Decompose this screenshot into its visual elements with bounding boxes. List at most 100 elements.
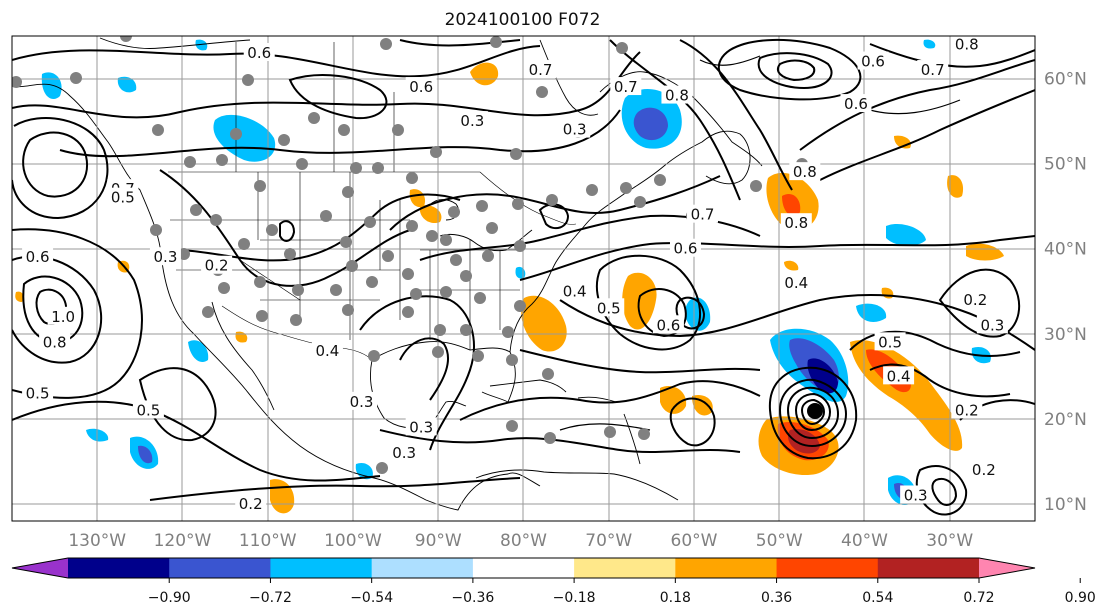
station-dot xyxy=(380,38,392,50)
station-dot xyxy=(402,306,414,318)
contour-label-bg xyxy=(311,340,343,359)
station-dot xyxy=(460,324,472,336)
contour-label-bg xyxy=(388,442,420,461)
contour-label: 0.4 xyxy=(784,274,808,292)
contour-label: 0.6 xyxy=(247,44,271,62)
lon-tick-label: 30°W xyxy=(926,531,973,551)
station-dot xyxy=(474,292,486,304)
contour-line xyxy=(59,109,621,158)
contour-line xyxy=(938,268,1020,338)
contour-label-bg xyxy=(789,162,821,181)
station-dot xyxy=(278,134,290,146)
station-dot xyxy=(330,284,342,296)
contour-label-bg xyxy=(346,391,378,410)
contour-labels: 0.7 0.5 0.6 1.0 0.8 0.5 0.5 0.3 0.2 0.2 0.3 0.4 0.3 0… xyxy=(22,36,1008,513)
contour-line xyxy=(849,330,1021,357)
station-dot xyxy=(490,36,502,48)
colorbar-segment xyxy=(877,558,980,578)
shade-patch xyxy=(355,462,373,480)
contour-line xyxy=(559,423,651,431)
map-title: 2024100100 F072 xyxy=(444,10,601,30)
contour-line xyxy=(869,99,961,115)
station-dot xyxy=(70,72,82,84)
shade-patch xyxy=(419,205,442,224)
station-dot xyxy=(184,156,196,168)
station-dot xyxy=(230,128,242,140)
colorbar-segment xyxy=(371,558,474,578)
lon-tick-label: 110°W xyxy=(239,531,297,551)
contour-line xyxy=(22,275,84,344)
contour-line xyxy=(12,45,541,78)
contour-label: 0.6 xyxy=(409,78,433,96)
station-dot xyxy=(542,368,554,380)
contour-label: 0.4 xyxy=(887,367,911,385)
colorbar-segment xyxy=(270,558,373,578)
contour-label: 0.3 xyxy=(904,486,928,504)
station-dot xyxy=(460,270,472,282)
station-dot xyxy=(406,172,418,184)
contour-label: 0.3 xyxy=(392,444,416,462)
colorbar-segment xyxy=(68,558,170,578)
shade-patch xyxy=(195,39,208,51)
station-dot xyxy=(216,154,228,166)
contour-lines xyxy=(12,38,1035,516)
station-dot xyxy=(402,268,414,280)
coast-pacific xyxy=(12,83,541,511)
contour-line xyxy=(149,477,521,501)
colorbar-tick-label: −0.36 xyxy=(451,590,494,606)
contour-label-bg xyxy=(39,332,71,351)
station-dot xyxy=(502,326,514,338)
colorbar-tick-label: 0.54 xyxy=(862,590,893,606)
contour-label: 0.5 xyxy=(26,384,50,402)
cuba xyxy=(489,379,567,393)
station-dot xyxy=(638,428,650,440)
station-dot xyxy=(342,304,354,316)
contour-label-bg xyxy=(559,281,591,300)
contour-label-bg xyxy=(959,289,991,308)
contour-label-bg xyxy=(857,51,889,70)
station-dot xyxy=(254,276,266,288)
contour-label-bg xyxy=(652,315,684,334)
shade-patch xyxy=(784,260,799,271)
colorbar-tick-label: 0.72 xyxy=(963,590,994,606)
station-dot xyxy=(178,248,190,260)
contour-label: 0.2 xyxy=(963,291,987,309)
lon-tick-label: 100°W xyxy=(324,531,382,551)
station-dot xyxy=(338,124,350,136)
contour-label: 0.5 xyxy=(878,333,902,351)
contour-label: 0.7 xyxy=(691,206,715,224)
contour-line xyxy=(12,117,109,220)
contour-line xyxy=(359,295,475,451)
contour-label: 1.0 xyxy=(51,308,75,326)
contour-line xyxy=(778,378,848,448)
contour-label: 0.2 xyxy=(239,495,263,513)
station-dot xyxy=(238,238,250,250)
station-dot xyxy=(152,124,164,136)
thin-contours xyxy=(559,55,961,431)
shade-patch xyxy=(685,297,711,331)
station-dot xyxy=(514,240,526,252)
colorbar-tick-label: −0.54 xyxy=(350,590,393,606)
station-dot xyxy=(266,224,278,236)
station-dot xyxy=(440,286,452,298)
contour-line xyxy=(399,39,521,47)
shade-patch xyxy=(633,107,668,141)
hudson-bay xyxy=(539,39,599,116)
contour-line xyxy=(379,429,741,453)
lon-tick-label: 70°W xyxy=(585,531,632,551)
coast-alaska xyxy=(99,37,251,49)
lon-tick-label: 80°W xyxy=(500,531,547,551)
contour-label: 0.6 xyxy=(674,240,698,258)
station-dot xyxy=(448,206,460,218)
contour-label: 0.7 xyxy=(529,61,553,79)
lon-tick-label: 50°W xyxy=(756,531,803,551)
contour-label: 0.4 xyxy=(563,282,587,300)
station-dot xyxy=(292,284,304,296)
contour-label-bg xyxy=(405,417,437,436)
contour-label: 0.3 xyxy=(980,316,1004,334)
lon-tick-label: 40°W xyxy=(841,531,888,551)
contour-label-bg xyxy=(22,247,54,266)
station-dot xyxy=(486,222,498,234)
contour-label-bg xyxy=(456,111,488,130)
contour-label-bg xyxy=(149,247,181,266)
